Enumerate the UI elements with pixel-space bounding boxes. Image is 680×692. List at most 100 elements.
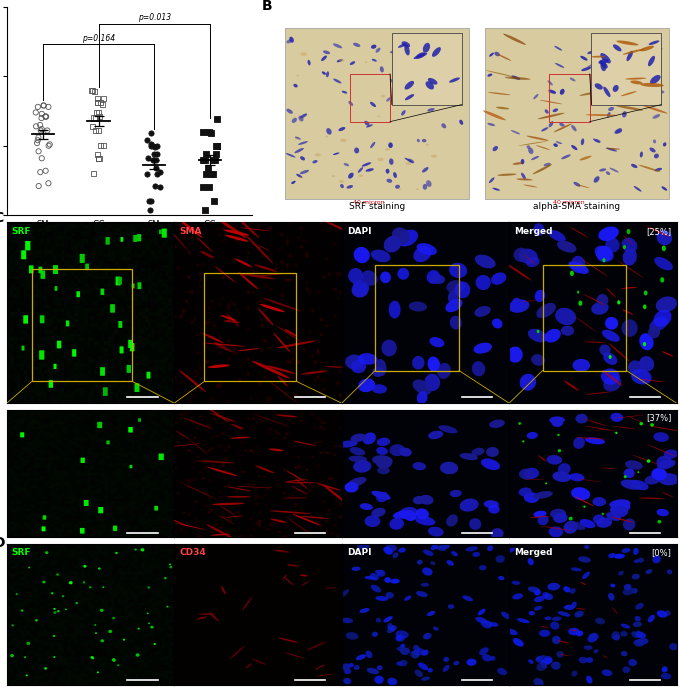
Ellipse shape bbox=[549, 417, 565, 424]
Ellipse shape bbox=[354, 147, 359, 154]
Ellipse shape bbox=[581, 138, 584, 145]
FancyBboxPatch shape bbox=[129, 465, 133, 468]
Ellipse shape bbox=[547, 583, 560, 590]
Ellipse shape bbox=[497, 174, 517, 176]
Ellipse shape bbox=[628, 361, 642, 374]
Ellipse shape bbox=[402, 44, 409, 49]
Ellipse shape bbox=[424, 374, 440, 391]
Ellipse shape bbox=[488, 123, 495, 126]
Ellipse shape bbox=[269, 448, 284, 451]
Ellipse shape bbox=[557, 241, 577, 253]
Ellipse shape bbox=[632, 574, 640, 579]
Ellipse shape bbox=[481, 620, 492, 628]
FancyBboxPatch shape bbox=[20, 432, 24, 437]
Ellipse shape bbox=[28, 567, 30, 568]
Ellipse shape bbox=[405, 79, 410, 84]
Ellipse shape bbox=[650, 75, 660, 84]
Ellipse shape bbox=[605, 317, 618, 329]
FancyBboxPatch shape bbox=[110, 304, 115, 313]
Ellipse shape bbox=[555, 63, 564, 68]
Ellipse shape bbox=[574, 316, 597, 332]
Ellipse shape bbox=[367, 668, 379, 674]
Ellipse shape bbox=[371, 585, 381, 592]
Point bbox=[152, 168, 163, 179]
Ellipse shape bbox=[407, 158, 414, 163]
Ellipse shape bbox=[610, 92, 616, 95]
Point bbox=[89, 86, 100, 97]
Ellipse shape bbox=[645, 570, 652, 574]
Ellipse shape bbox=[426, 180, 432, 187]
Ellipse shape bbox=[352, 282, 369, 298]
Point bbox=[148, 149, 159, 160]
Point bbox=[94, 153, 105, 164]
Ellipse shape bbox=[656, 296, 677, 312]
Ellipse shape bbox=[667, 570, 673, 574]
Ellipse shape bbox=[652, 555, 661, 563]
Ellipse shape bbox=[224, 230, 250, 235]
Ellipse shape bbox=[551, 617, 562, 621]
Ellipse shape bbox=[426, 81, 434, 89]
Ellipse shape bbox=[325, 588, 336, 589]
Ellipse shape bbox=[167, 444, 201, 447]
FancyBboxPatch shape bbox=[41, 527, 46, 531]
Ellipse shape bbox=[553, 109, 558, 112]
Ellipse shape bbox=[662, 351, 673, 356]
Ellipse shape bbox=[662, 666, 668, 673]
Ellipse shape bbox=[539, 630, 550, 637]
Ellipse shape bbox=[294, 148, 304, 153]
Ellipse shape bbox=[405, 511, 417, 521]
Ellipse shape bbox=[399, 659, 407, 666]
Ellipse shape bbox=[53, 656, 56, 658]
Ellipse shape bbox=[647, 226, 670, 237]
Point bbox=[211, 140, 222, 152]
Ellipse shape bbox=[377, 666, 383, 670]
Circle shape bbox=[325, 136, 328, 138]
Bar bbox=[592, 33, 661, 104]
Ellipse shape bbox=[354, 665, 360, 670]
Ellipse shape bbox=[188, 439, 207, 454]
Ellipse shape bbox=[232, 424, 244, 430]
Ellipse shape bbox=[548, 89, 556, 94]
Ellipse shape bbox=[586, 675, 592, 684]
Point bbox=[31, 121, 41, 132]
Ellipse shape bbox=[393, 172, 397, 178]
Ellipse shape bbox=[541, 626, 548, 628]
Ellipse shape bbox=[375, 675, 384, 684]
Ellipse shape bbox=[340, 184, 344, 188]
Ellipse shape bbox=[377, 570, 386, 577]
Ellipse shape bbox=[423, 549, 433, 556]
Ellipse shape bbox=[507, 548, 515, 553]
Point bbox=[143, 196, 154, 207]
Ellipse shape bbox=[422, 567, 432, 576]
FancyBboxPatch shape bbox=[43, 516, 46, 520]
Ellipse shape bbox=[579, 300, 582, 306]
Ellipse shape bbox=[373, 367, 384, 377]
Ellipse shape bbox=[21, 610, 24, 612]
FancyBboxPatch shape bbox=[135, 383, 139, 392]
Ellipse shape bbox=[570, 588, 576, 594]
Ellipse shape bbox=[299, 116, 303, 122]
Ellipse shape bbox=[648, 614, 655, 622]
Ellipse shape bbox=[653, 310, 672, 327]
FancyBboxPatch shape bbox=[80, 254, 85, 263]
Ellipse shape bbox=[573, 182, 581, 187]
Ellipse shape bbox=[343, 678, 352, 684]
FancyBboxPatch shape bbox=[57, 340, 61, 348]
Ellipse shape bbox=[560, 89, 564, 95]
Point bbox=[146, 140, 156, 152]
Point bbox=[149, 154, 160, 165]
Point bbox=[92, 97, 103, 108]
Ellipse shape bbox=[439, 425, 458, 433]
Ellipse shape bbox=[551, 662, 561, 670]
Ellipse shape bbox=[398, 230, 418, 246]
Ellipse shape bbox=[224, 320, 240, 323]
Ellipse shape bbox=[622, 548, 630, 553]
Ellipse shape bbox=[380, 66, 384, 73]
Ellipse shape bbox=[625, 96, 630, 102]
Point bbox=[207, 168, 218, 179]
Ellipse shape bbox=[256, 273, 291, 276]
Ellipse shape bbox=[607, 60, 620, 66]
Ellipse shape bbox=[492, 318, 503, 329]
Point bbox=[98, 93, 109, 104]
Ellipse shape bbox=[613, 426, 636, 429]
